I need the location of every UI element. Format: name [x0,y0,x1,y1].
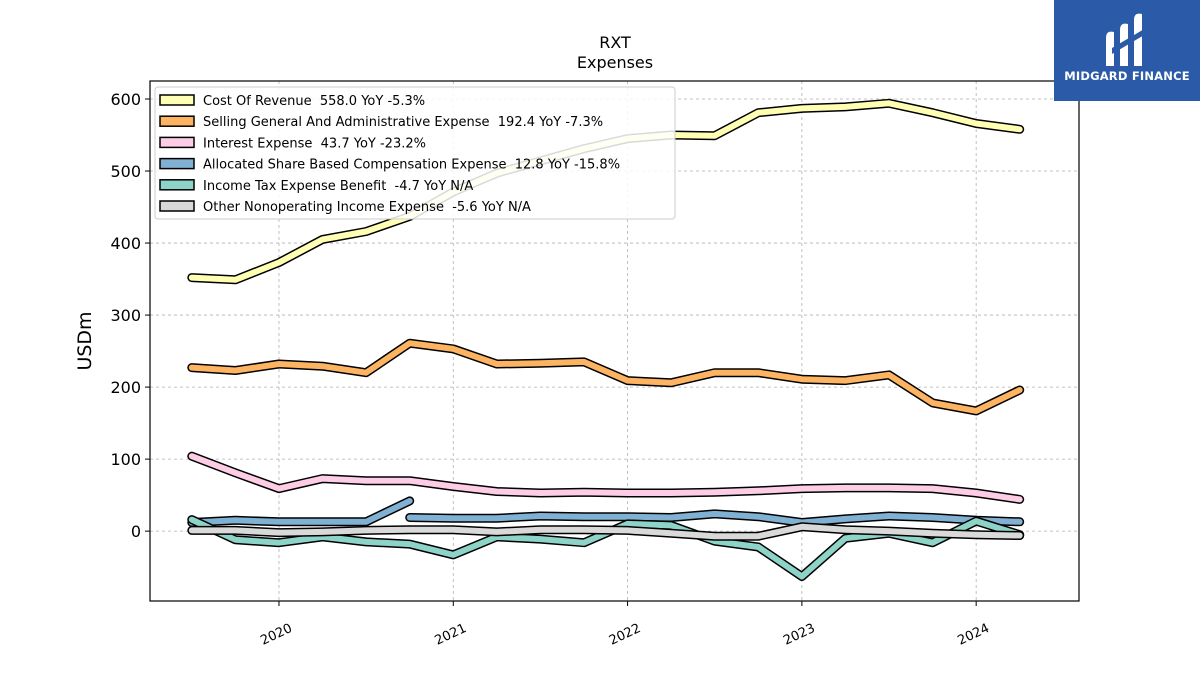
brand-name: MIDGARD FINANCE [1064,69,1190,83]
y-tick-label: 200 [110,378,141,397]
y-tick-label: 300 [110,306,141,325]
series-other-nonoperating-income-expense-line [188,523,1023,540]
series-interest-expense-line [188,453,1023,503]
legend-swatch [159,115,195,127]
legend-swatch [159,94,195,106]
series-allocated-share-based-compensation-expense-part2-line [406,510,1023,526]
legend-swatch [159,157,195,170]
x-tick-label: 2024 [956,621,992,649]
legend-item-label: Income Tax Expense Benefit -4.7 YoY N/A [203,179,473,194]
x-tick-label: 2023 [781,621,817,649]
midgard-m-logo-icon [1106,13,1146,67]
x-tick-label: 2022 [607,621,643,649]
y-axis-ticks: 0 100 200 300 400 500 600 [110,90,150,541]
series-selling-general-and-administrative-expense-line [188,340,1023,414]
legend-swatch [159,179,195,191]
y-axis-label: USDm [74,311,96,370]
legend-box [154,86,676,220]
y-tick-label: 100 [110,450,141,469]
legend-item-label: Other Nonoperating Income Expense -5.6 Y… [203,200,531,215]
y-tick-label: 600 [110,90,141,109]
x-tick-label: 2021 [433,621,469,649]
y-tick-label: 400 [110,234,141,253]
plot-frame [149,80,1080,602]
legend: Cost Of Revenue 558.0 YoY -5.3% Selling G… [154,86,676,220]
legend-swatch [159,136,195,149]
chart-title: RXT [599,33,631,52]
legend-item-label: Selling General And Administrative Expen… [203,115,603,130]
brand-logo: MIDGARD FINANCE [1054,0,1200,101]
x-axis-ticks: 2020 2021 2022 2023 2024 [258,601,992,649]
x-tick-label: 2020 [258,621,294,649]
series-allocated-share-based-compensation-expense-line [188,497,413,526]
legend-item-label: Allocated Share Based Compensation Expen… [203,158,620,173]
chart-subtitle: Expenses [577,53,653,72]
legend-item-label: Interest Expense 43.7 YoY -23.2% [203,136,426,151]
y-tick-label: 500 [110,162,141,181]
y-tick-label: 0 [131,522,141,541]
legend-swatch [159,200,195,212]
legend-item-label: Cost Of Revenue 558.0 YoY -5.3% [203,94,425,109]
